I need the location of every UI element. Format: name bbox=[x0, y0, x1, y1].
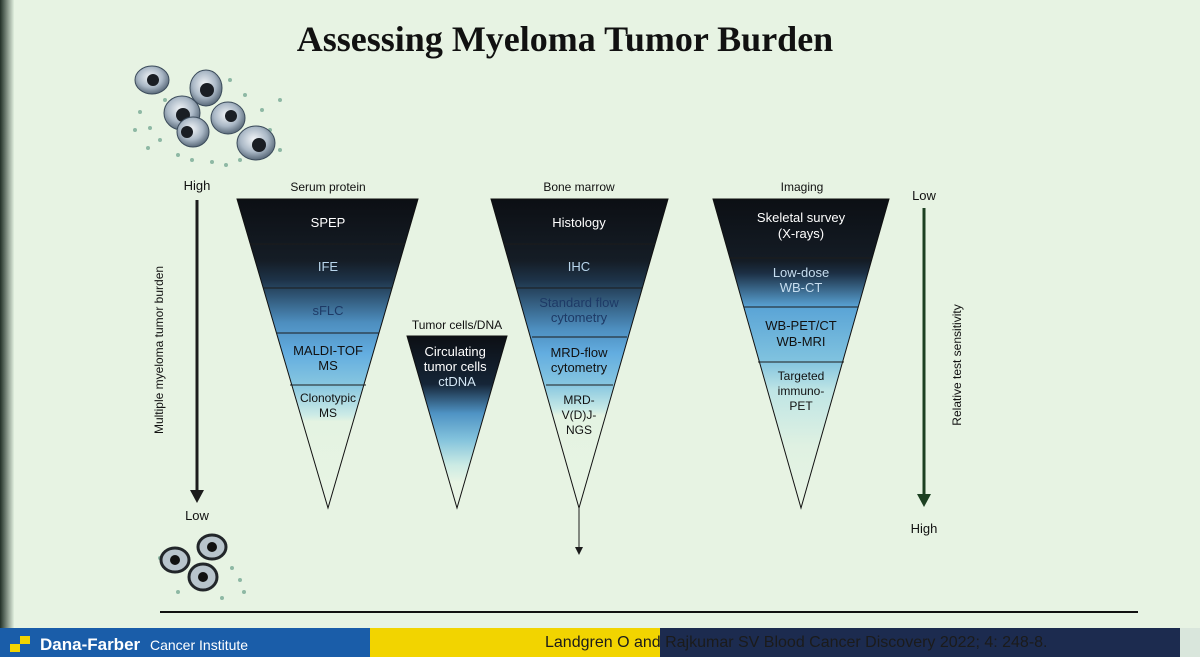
imaging-level-label: Targeted immuno-PET bbox=[778, 369, 825, 413]
marrow-level-label: MRD-V(D)J-NGS bbox=[562, 393, 597, 437]
footer-blue-segment bbox=[0, 628, 370, 657]
left-axis-arrowhead-icon bbox=[190, 490, 204, 503]
footer-band: Dana-Farber Cancer Institute Landgren O … bbox=[0, 628, 1200, 657]
marrow-funnel-shape bbox=[490, 198, 669, 510]
serum-level-label: Clonotypic MS bbox=[300, 391, 356, 420]
slide-left-shadow bbox=[0, 0, 14, 628]
imaging-funnel: Skeletal survey (X-rays) Low-dose WB-CT WB… bbox=[712, 198, 890, 510]
right-axis-title: Relative test sensitivity bbox=[950, 304, 964, 425]
imaging-header: Imaging bbox=[781, 180, 824, 194]
myeloma-cells-high-icon bbox=[133, 65, 282, 167]
footer-institute-name: Dana-Farber bbox=[40, 635, 141, 654]
tumor-dna-funnel: Circulating tumor cells ctDNA bbox=[406, 335, 508, 510]
marrow-down-arrowhead-icon bbox=[575, 547, 583, 555]
tumor-funnel-shape bbox=[406, 335, 508, 510]
right-axis-low-label: Low bbox=[912, 188, 936, 203]
footer-citation: Landgren O and Rajkumar SV Blood Cancer … bbox=[545, 634, 1048, 651]
bone-marrow-funnel: Histology IHC Standard flow cytometry MRD… bbox=[490, 198, 669, 555]
serum-funnel-shape bbox=[236, 198, 419, 510]
tumor-dna-header: Tumor cells/DNA bbox=[412, 318, 502, 332]
imaging-funnel-shape bbox=[712, 198, 890, 510]
left-axis-high-label: High bbox=[184, 178, 211, 193]
serum-protein-funnel: SPEP IFE sFLC MALDI-TOF MS Clonotypic MS bbox=[236, 198, 419, 510]
imaging-level-label: Low-dose WB-CT bbox=[773, 265, 829, 295]
serum-level-label: MALDI-TOF MS bbox=[293, 343, 363, 373]
serum-level-label: sFLC bbox=[312, 303, 343, 318]
myeloma-cells-low-icon bbox=[158, 533, 246, 600]
footer-institute-sub: Cancer Institute bbox=[150, 637, 248, 653]
bone-marrow-header: Bone marrow bbox=[543, 180, 615, 194]
marrow-level-label: Histology bbox=[552, 215, 606, 230]
serum-level-label: SPEP bbox=[311, 215, 346, 230]
serum-protein-header: Serum protein bbox=[290, 180, 365, 194]
right-axis-high-label: High bbox=[911, 521, 938, 536]
left-axis-low-label: Low bbox=[185, 508, 209, 523]
marrow-level-label: IHC bbox=[568, 259, 590, 274]
serum-level-label: IFE bbox=[318, 259, 339, 274]
marrow-level-label: Standard flow cytometry bbox=[539, 295, 619, 325]
left-axis-title: Multiple myeloma tumor burden bbox=[152, 266, 166, 434]
marrow-level-label: MRD-flow cytometry bbox=[550, 345, 608, 375]
imaging-level-label: Skeletal survey (X-rays) bbox=[757, 210, 846, 241]
dana-farber-logo-icon bbox=[10, 636, 30, 652]
imaging-level-label: WB-PET/CT WB-MRI bbox=[765, 318, 837, 349]
footer-yellow-segment bbox=[370, 628, 660, 657]
slide-title: Assessing Myeloma Tumor Burden bbox=[296, 19, 834, 59]
tumor-funnel-label: Circulating tumor cells ctDNA bbox=[424, 344, 490, 389]
right-axis-arrowhead-icon bbox=[917, 494, 931, 507]
